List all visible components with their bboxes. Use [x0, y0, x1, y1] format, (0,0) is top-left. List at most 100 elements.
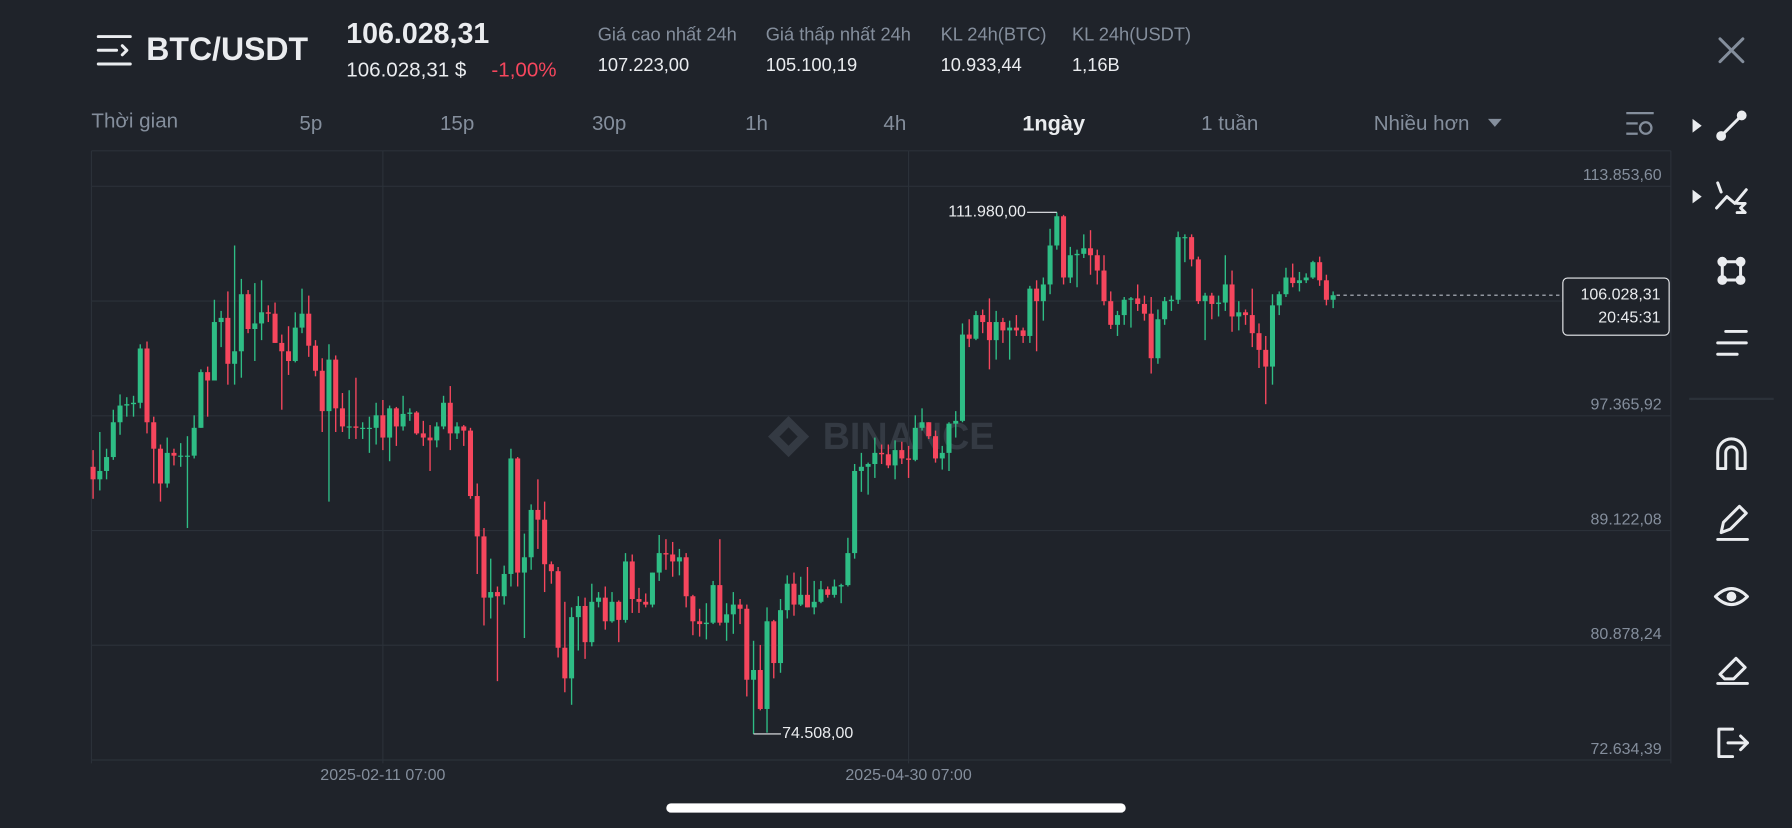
watermark-logo [768, 416, 810, 458]
candle-body [232, 351, 238, 364]
candle-body [798, 594, 804, 605]
timeframe[interactable]: 30p [592, 112, 626, 135]
candle-body [1317, 262, 1323, 281]
candle-body [494, 592, 500, 597]
candle-body [1128, 298, 1134, 300]
timeframe[interactable]: 1h [745, 112, 768, 135]
timeframe[interactable]: 1 tuần [1201, 112, 1258, 135]
chart: BINANCE 113.853,6097.365,9289.122,0880.8… [90, 150, 1672, 784]
icon-door [1717, 727, 1735, 759]
candle-body [1310, 262, 1316, 278]
candle-body [602, 597, 608, 622]
shape-tool[interactable] [1717, 256, 1746, 285]
timeframe-active[interactable]: 1ngày [1022, 110, 1085, 135]
candle-body [811, 601, 817, 608]
price-change: -1,00% [491, 58, 556, 81]
magnet-tool[interactable] [1716, 437, 1747, 471]
stat-label: Giá cao nhất 24h [598, 23, 737, 44]
candle-body [360, 427, 366, 429]
candle-body [373, 415, 379, 428]
timeframe[interactable]: 4h [883, 112, 906, 135]
stat-value: 1,16B [1072, 54, 1120, 75]
candle-body [589, 601, 595, 643]
candle-body [1088, 248, 1094, 256]
last-price-box [1562, 277, 1670, 336]
candle-body [676, 557, 682, 562]
trendline-tool[interactable] [1716, 110, 1747, 141]
candle-body [973, 315, 979, 339]
candle-body [784, 583, 790, 611]
icon-dot [1735, 275, 1746, 285]
candle-body [1054, 216, 1060, 246]
candle-body [1249, 315, 1255, 334]
candle-body [730, 604, 736, 615]
candle-body [90, 466, 96, 480]
candle-body [542, 519, 548, 565]
close-button[interactable] [1718, 37, 1745, 64]
expand-arrow [1692, 189, 1702, 204]
candle-body [137, 348, 143, 403]
candle-body [548, 564, 554, 572]
fib-tool[interactable] [1715, 181, 1748, 215]
candle-body [265, 312, 271, 314]
candle-body [1074, 253, 1080, 256]
candle-body [292, 327, 298, 362]
candle-body [926, 422, 932, 437]
draw-tool[interactable] [1716, 504, 1749, 541]
candle-body [286, 351, 292, 362]
candle-body [636, 599, 642, 602]
visibility-tool[interactable] [1713, 587, 1749, 607]
candle-body [1182, 237, 1188, 239]
candle-body [198, 372, 204, 428]
candle-body [97, 470, 103, 480]
candle-body [124, 404, 130, 406]
icon-line [1720, 115, 1743, 137]
stat-label: Giá thấp nhất 24h [766, 23, 911, 44]
indicator-tool[interactable] [1716, 329, 1748, 356]
candle-body [380, 415, 386, 438]
stat-value: 107.223,00 [598, 54, 689, 75]
last-price-label: 106.028,31 [1580, 286, 1660, 303]
timeframe[interactable]: 15p [440, 112, 474, 135]
candle-body [1000, 322, 1006, 331]
candle-body [467, 430, 474, 497]
candle-body [1027, 288, 1033, 336]
candle-body [1114, 315, 1120, 325]
candle-body [1276, 294, 1282, 306]
pair-title[interactable]: BTC/USDT [146, 31, 308, 67]
candle-body [1330, 295, 1336, 300]
exit-tool[interactable] [1717, 727, 1749, 759]
menu-icon[interactable] [96, 35, 132, 66]
candle-body [245, 294, 251, 330]
candle-body [569, 617, 575, 679]
candle-body [312, 345, 318, 371]
stat-label: KL 24h(BTC) [941, 23, 1047, 44]
icon-dot [1736, 110, 1747, 121]
stat-label: KL 24h(USDT) [1072, 23, 1191, 44]
candle-body [333, 359, 339, 409]
candle-body [885, 454, 891, 466]
candle-body [1229, 284, 1235, 317]
chart-settings-icon[interactable] [1626, 112, 1654, 135]
candle-body [932, 436, 939, 459]
candle-body [986, 322, 992, 341]
candle-body [178, 455, 184, 457]
timeframe-more[interactable]: Nhiều hơn [1374, 112, 1470, 135]
stat-value: 10.933,44 [941, 54, 1022, 75]
candle-body [858, 466, 864, 471]
menu-arrow [120, 44, 129, 57]
candle-body [1047, 245, 1053, 285]
candle-body [1216, 302, 1222, 304]
candle-body [852, 470, 858, 554]
timeframe[interactable]: 5p [299, 112, 322, 135]
candle-body [481, 536, 487, 598]
candle-body [1162, 301, 1168, 320]
low-label: 74.508,00 [782, 725, 853, 742]
candle-body [1067, 255, 1073, 278]
eraser-tool[interactable] [1716, 656, 1749, 685]
candle-body [1141, 303, 1147, 314]
icon-gear [1638, 121, 1653, 135]
candle-body [751, 670, 757, 680]
candle-body [1202, 295, 1208, 302]
